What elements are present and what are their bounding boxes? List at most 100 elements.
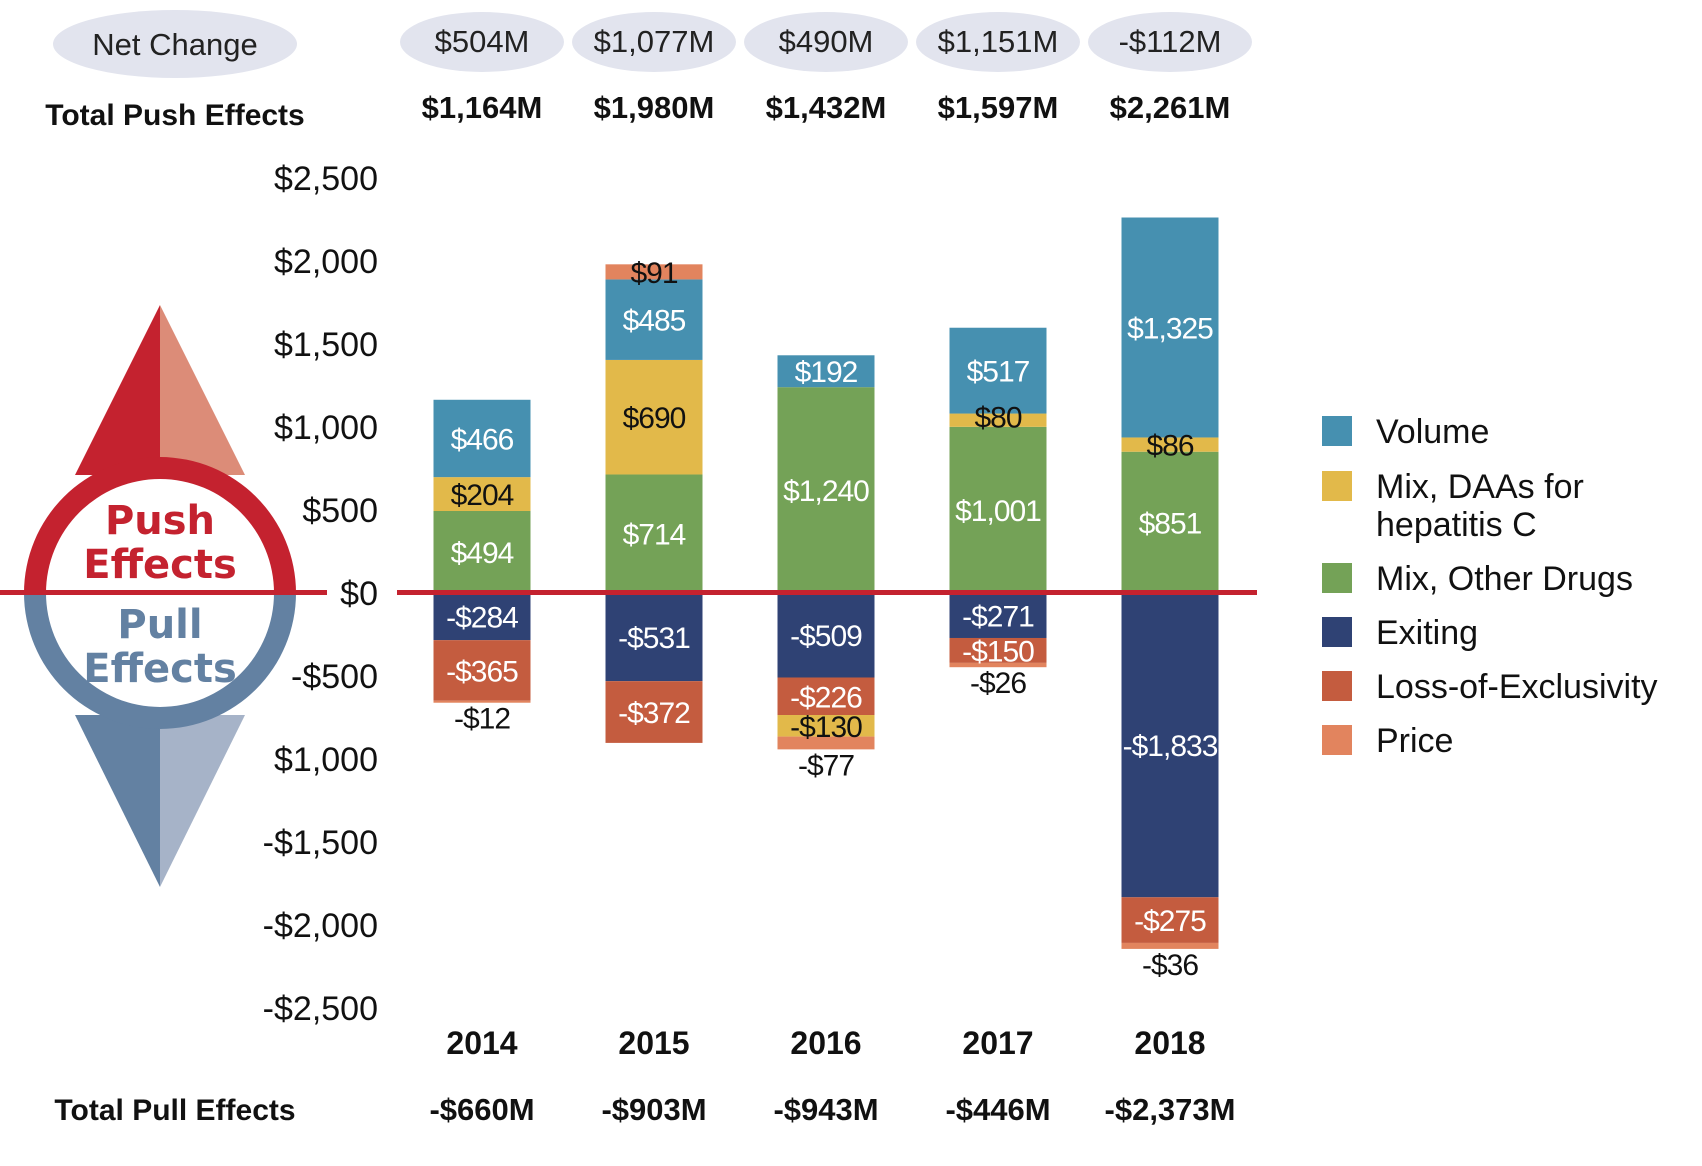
compass-push-dark [75, 305, 160, 475]
net-change-ellipse [744, 12, 908, 72]
segment-value-label: $192 [795, 356, 858, 389]
legend-swatch [1322, 563, 1352, 593]
bar-segment-price [777, 736, 875, 750]
segment-value-label: $1,240 [783, 475, 869, 508]
column-headers: $504M $1,164M -$660M $1,077M $1,980M -$903M $4… [400, 12, 1252, 1127]
push-label-line1: Push [105, 498, 215, 544]
legend-label: Volume [1376, 413, 1489, 451]
bar-segment-loss-of-exclusivity [949, 637, 1047, 663]
pull-label-line1: Pull [117, 602, 202, 648]
push-label-line2: Effects [83, 542, 237, 588]
y-tick-label: -$500 [291, 658, 378, 696]
bar-segment-exiting [777, 593, 875, 678]
net-change-value: $504M [435, 24, 530, 59]
y-tick-label: $1,000 [274, 741, 378, 779]
bar-segment-price [1121, 942, 1219, 949]
x-tick-label: 2015 [618, 1025, 689, 1061]
net-change-ellipse [916, 12, 1080, 72]
legend-swatch [1322, 617, 1352, 647]
segment-value-label: $517 [967, 356, 1030, 389]
segment-value-label: $494 [451, 537, 514, 570]
total-push-value: $2,261M [1110, 90, 1231, 125]
segment-value-label: $485 [623, 305, 686, 338]
compass-pull-light [160, 715, 245, 887]
y-tick-label: -$2,000 [263, 907, 378, 945]
y-tick-label: $2,000 [274, 243, 378, 281]
legend-label: Price [1376, 722, 1453, 760]
segment-value-label: $86 [1146, 430, 1193, 463]
segment-labels: $494 $204 $466 -$284 -$365 -$12 2014 $714 $690 $4… [446, 257, 1219, 1061]
y-tick-label: -$1,500 [263, 824, 378, 862]
segment-value-label: $1,001 [955, 495, 1041, 528]
bars [433, 217, 1219, 949]
bar-segment-mix-daas-for-hepatitis-c [605, 359, 703, 475]
total-pull-value: -$943M [773, 1092, 878, 1127]
bar-segment-loss-of-exclusivity [433, 640, 531, 701]
bar-segment-mix-daas-for-hepatitis-c [949, 413, 1047, 427]
legend-label: hepatitis C [1376, 506, 1537, 544]
segment-value-label: -$372 [618, 697, 690, 730]
segment-value-label: -$226 [790, 681, 862, 714]
total-push-value: $1,980M [594, 90, 715, 125]
total-pull-value: -$660M [429, 1092, 534, 1127]
segment-value-label: $690 [623, 402, 686, 435]
bar-segment-mix-other-drugs [605, 474, 703, 593]
segment-value-label: $91 [630, 257, 677, 290]
zero-line [397, 590, 1257, 595]
segment-value-label: -$36 [1142, 949, 1198, 982]
compass-pull-ring [24, 593, 296, 729]
bar-segment-loss-of-exclusivity [1121, 897, 1219, 943]
bar-segment-loss-of-exclusivity [605, 681, 703, 743]
legend-label: Exiting [1376, 614, 1478, 652]
y-tick-label: $1,000 [274, 409, 378, 447]
total-pull-title: Total Pull Effects [54, 1094, 295, 1127]
total-pull-value: -$446M [945, 1092, 1050, 1127]
segment-value-label: $204 [451, 479, 514, 512]
compass-pull-dark [75, 715, 160, 887]
compass-push-light [160, 305, 245, 475]
segment-value-label: -$531 [618, 622, 690, 655]
bar-segment-loss-of-exclusivity [777, 677, 875, 716]
segment-value-label: -$12 [454, 703, 510, 736]
y-axis: $2,500 $2,000 $1,500 $1,000 $500 $0 -$500 $1,00… [263, 160, 378, 1028]
bar-segment-mix-daas-for-hepatitis-c [1121, 437, 1219, 452]
legend-swatch [1322, 725, 1352, 755]
net-change-value: -$112M [1119, 24, 1222, 59]
net-change-title-ellipse [53, 10, 297, 78]
bar-segment-exiting [949, 593, 1047, 638]
net-change-value: $1,077M [594, 24, 715, 59]
total-pull-value: -$903M [601, 1092, 706, 1127]
bar-segment-price [433, 700, 531, 703]
net-change-ellipse [1088, 12, 1252, 72]
segment-value-label: $851 [1139, 507, 1202, 540]
bar-segment-mix-other-drugs [949, 426, 1047, 593]
legend-swatch [1322, 471, 1352, 501]
segment-value-label: -$509 [790, 620, 862, 653]
legend-label: Mix, Other Drugs [1376, 560, 1633, 598]
segment-value-label: -$365 [446, 655, 518, 688]
net-change-title: Net Change [92, 27, 257, 62]
net-change-value: $1,151M [938, 24, 1059, 59]
segment-value-label: -$77 [798, 749, 854, 782]
y-tick-label: $1,500 [274, 326, 378, 364]
bar-segment-volume [433, 399, 531, 478]
total-push-value: $1,164M [422, 90, 543, 125]
legend-swatch [1322, 671, 1352, 701]
y-tick-label: $2,500 [274, 160, 378, 198]
zero-line-group [0, 590, 1257, 595]
total-push-value: $1,597M [938, 90, 1059, 125]
segment-value-label: $466 [451, 423, 514, 456]
legend-label: Loss-of-Exclusivity [1376, 668, 1658, 706]
bar-segment-volume [605, 279, 703, 360]
bar-segment-mix-daas-for-hepatitis-c [777, 715, 875, 737]
x-tick-label: 2017 [962, 1025, 1033, 1061]
segment-value-label: -$1,833 [1123, 730, 1218, 763]
bar-segment-volume [1121, 217, 1219, 438]
segment-value-label: $80 [974, 402, 1021, 435]
total-push-title: Total Push Effects [45, 99, 304, 132]
bar-segment-mix-other-drugs [1121, 451, 1219, 593]
pull-label-line2: Effects [83, 646, 237, 692]
segment-value-label: -$26 [970, 667, 1026, 700]
